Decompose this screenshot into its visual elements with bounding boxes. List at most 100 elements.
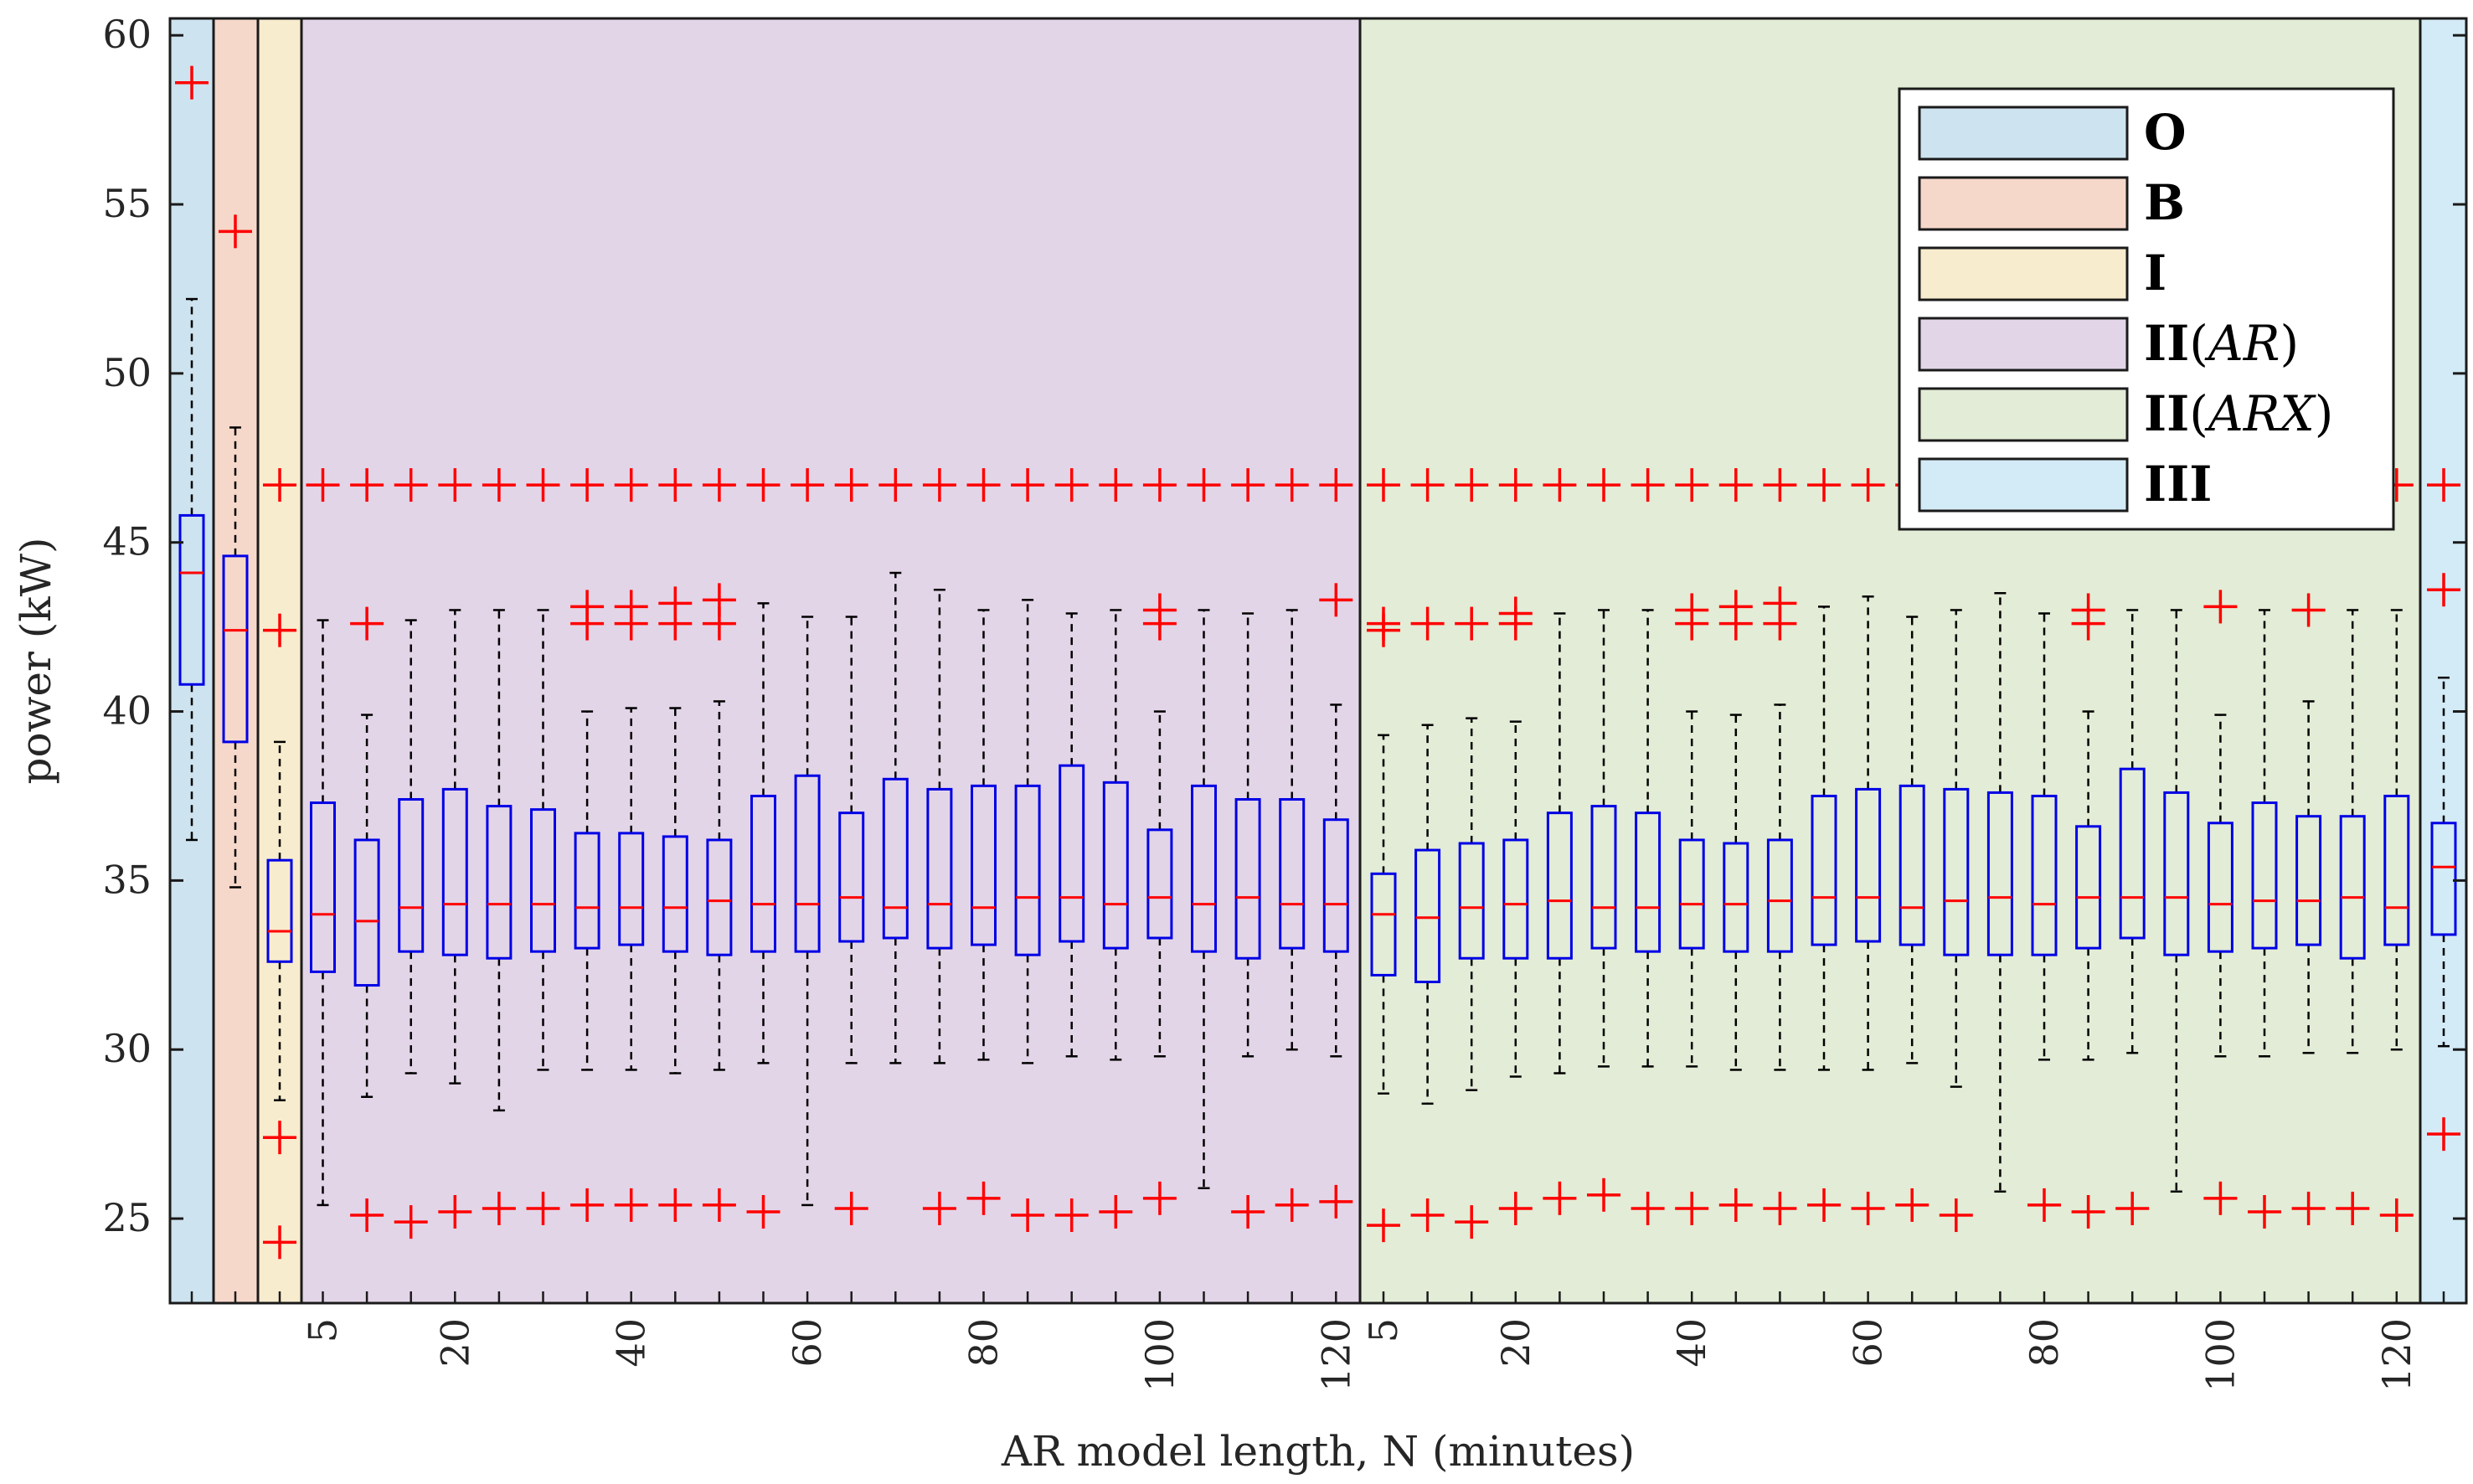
iqr-box: [1546, 812, 1573, 960]
y-tick-label: 60: [102, 12, 152, 57]
iqr-box: [1502, 838, 1529, 960]
x-tick-label: 40: [1669, 1318, 1714, 1368]
iqr-box: [2207, 822, 2233, 953]
iqr-box: [1370, 872, 1397, 976]
iqr-box: [2251, 801, 2278, 950]
outlier-marker: [219, 214, 252, 249]
legend-item-ii-ar: II(AR): [1918, 315, 2299, 372]
box-ii-ar: [746, 468, 781, 1229]
box-ii-ar: [658, 468, 693, 1222]
iqr-box: [1986, 791, 2013, 956]
box-ii-arx: [1543, 468, 1577, 1215]
region-backgrounds: [170, 18, 2466, 1303]
box-ii-arx: [1455, 468, 1489, 1239]
iqr-box: [1458, 842, 1485, 960]
outlier-marker: [658, 606, 693, 641]
outlier-marker: [1498, 606, 1533, 641]
outlier-marker: [1410, 468, 1445, 502]
outlier-marker: [1054, 468, 1089, 502]
outlier-marker: [1543, 1181, 1577, 1215]
legend-swatch: [1918, 176, 2129, 231]
iqr-box: [971, 784, 997, 946]
outlier-marker: [1807, 1188, 1841, 1222]
x-axis-title: AR model length, N (minutes): [1001, 1427, 1635, 1476]
legend-label: B: [2144, 174, 2185, 231]
outlier-marker: [175, 65, 209, 100]
outlier-marker: [1099, 468, 1133, 502]
outlier-marker: [526, 1191, 560, 1225]
iqr-box: [2163, 791, 2190, 956]
outlier-marker: [1319, 583, 1353, 617]
outlier-marker: [2248, 1195, 2281, 1229]
box-ii-arx: [1498, 468, 1533, 1225]
x-tick-label: 80: [2022, 1318, 2067, 1368]
box-ii-ar: [966, 468, 1001, 1215]
outlier-marker: [614, 606, 648, 641]
box-ii-ar: [878, 468, 913, 1064]
iqr-box: [441, 787, 468, 956]
outlier-marker: [1675, 468, 1709, 502]
iqr-box: [926, 787, 953, 950]
outlier-marker: [1319, 468, 1353, 502]
outlier-marker: [1498, 1191, 1533, 1225]
outlier-marker: [263, 613, 296, 647]
legend-swatch: [1918, 457, 2129, 513]
iqr-box: [2031, 794, 2058, 956]
x-tick-label: 120: [2374, 1318, 2419, 1392]
y-tick-label: 35: [102, 857, 152, 902]
y-tick-label: 30: [102, 1026, 152, 1071]
box-ii-arx: [1631, 468, 1665, 1225]
x-tick-label: 5: [301, 1318, 346, 1342]
y-tick-label: 25: [102, 1195, 152, 1240]
outlier-marker: [1631, 468, 1665, 502]
outlier-marker: [1367, 468, 1400, 502]
outlier-marker: [614, 1188, 648, 1222]
iqr-box: [2339, 815, 2366, 960]
x-tick-label: 5: [1361, 1318, 1406, 1342]
legend-swatch: [1918, 387, 2129, 442]
outlier-marker: [482, 468, 516, 502]
iqr-box: [750, 794, 776, 953]
iqr-box: [1014, 784, 1041, 956]
outlier-marker: [702, 1188, 736, 1222]
outlier-marker: [2027, 1188, 2061, 1222]
region-iii: [2420, 18, 2466, 1303]
outlier-marker: [570, 468, 605, 502]
outlier-marker: [746, 1195, 781, 1229]
outlier-marker: [1275, 468, 1309, 502]
outlier-marker: [394, 468, 428, 502]
legend-swatch: [1918, 317, 2129, 372]
iqr-box: [1234, 798, 1261, 960]
iqr-box: [618, 832, 645, 946]
outlier-marker: [2291, 593, 2326, 627]
region-b: [214, 18, 258, 1303]
region-i: [258, 18, 301, 1303]
y-tick-label: 40: [102, 688, 152, 734]
legend-label: O: [2144, 104, 2187, 161]
iqr-box: [1590, 805, 1617, 950]
box-ii-ar: [614, 468, 648, 1222]
box-ii-arx: [1587, 468, 1620, 1212]
iqr-box: [1943, 787, 1970, 956]
y-tick-label: 45: [102, 519, 152, 564]
outlier-marker: [1587, 1177, 1620, 1212]
legend-swatch: [1918, 246, 2129, 301]
box-ii-ar: [1099, 468, 1133, 1229]
outlier-marker: [1498, 468, 1533, 502]
outlier-marker: [1410, 1198, 1445, 1233]
outlier-marker: [1718, 468, 1753, 502]
outlier-marker: [350, 606, 384, 641]
x-tick-label: 100: [2197, 1318, 2243, 1392]
plot-frame: [168, 17, 2468, 1305]
y-tick-label: 50: [102, 350, 152, 395]
y-axis-title: power (kW): [12, 538, 60, 785]
outlier-marker: [1099, 1195, 1133, 1229]
iqr-box: [794, 774, 821, 953]
legend-item-i: I: [1918, 245, 2166, 301]
outlier-marker: [2336, 1191, 2370, 1225]
box-i: [263, 468, 296, 1260]
box-ii-ar: [1011, 468, 1045, 1233]
outlier-marker: [922, 1191, 956, 1225]
outlier-marker: [922, 468, 956, 502]
